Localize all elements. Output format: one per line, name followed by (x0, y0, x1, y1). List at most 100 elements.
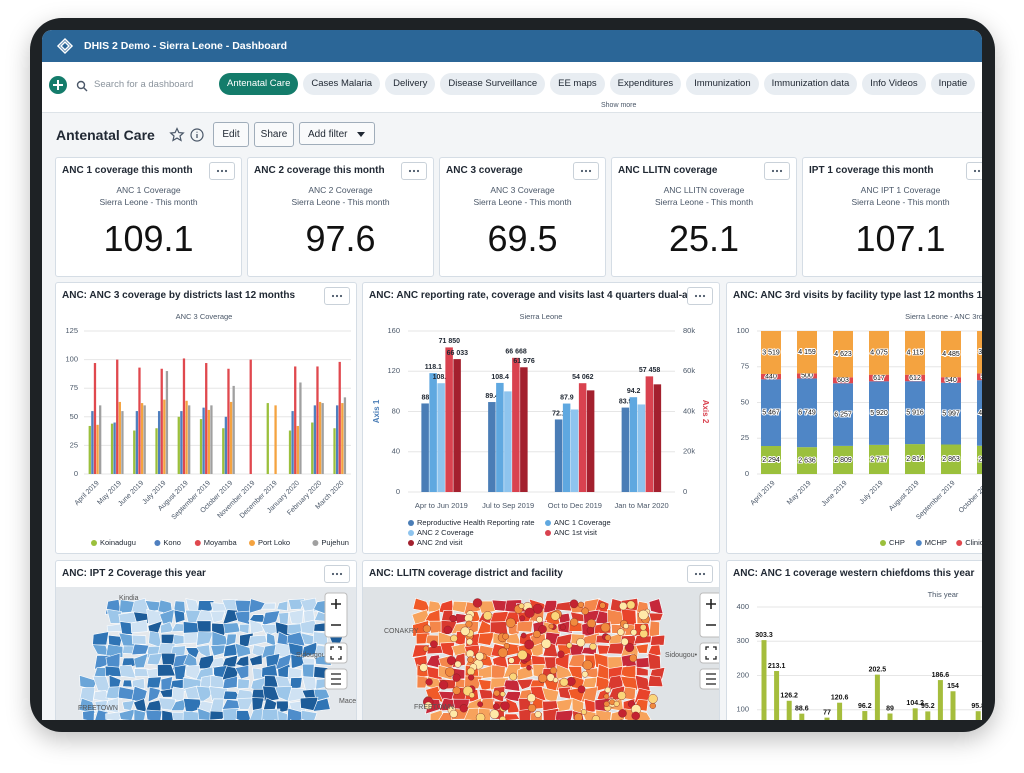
dashboard-chip[interactable]: Info Videos (862, 73, 926, 95)
data-label: 95.8 (971, 703, 982, 710)
data-label: 3 519 (762, 349, 780, 356)
fullscreen-button[interactable] (324, 642, 348, 664)
chart-card: Sierra Leone 0 40 80 120 160 0 20k 40k 60k 80k Axis… (362, 282, 720, 554)
map-place-label: Sidougou• (296, 652, 329, 659)
star-icon[interactable] (169, 127, 185, 142)
map-facility (604, 686, 611, 694)
item-menu-button[interactable] (324, 287, 350, 305)
map-facility (524, 607, 535, 618)
legend-swatch (880, 540, 886, 546)
map-region (147, 686, 162, 703)
bar (121, 411, 124, 474)
menu-dot (412, 169, 416, 173)
dashboard-chip[interactable]: Immunization (686, 73, 759, 95)
data-label: 154 (947, 683, 959, 690)
map-region (416, 675, 430, 689)
y-tick-label: 40 (392, 447, 400, 456)
menu-dot (580, 169, 584, 173)
zoom-box (699, 592, 719, 638)
x-tick-label: October 2019 (958, 480, 982, 515)
bar (824, 717, 830, 720)
item-menu-button[interactable] (966, 162, 982, 180)
info-icon[interactable] (190, 128, 204, 142)
map-facility (466, 638, 473, 646)
bar (249, 359, 252, 474)
map-region (286, 631, 306, 647)
dashboard-chip[interactable]: Cases Malaria (303, 73, 381, 95)
chart-card: ANC 3 Coverage 0 25 50 75 100 125 April 2019 May… (55, 282, 357, 554)
dashboard-chip[interactable]: EE maps (550, 73, 605, 95)
map-region (276, 600, 289, 612)
data-label: 104.2 (906, 700, 924, 707)
map-facility (477, 701, 484, 708)
logo (56, 37, 74, 55)
data-label: 540 (945, 377, 957, 384)
legend-label: CHP (889, 538, 905, 547)
y-tick-label: 25 (741, 433, 749, 442)
map-facility (492, 703, 500, 710)
bar (311, 422, 314, 474)
bar (341, 403, 344, 474)
dashboard-chip[interactable]: Disease Surveillance (440, 73, 546, 95)
bar (291, 411, 294, 474)
map-region (92, 631, 110, 646)
dashboard-chip[interactable]: Expenditures (609, 73, 682, 95)
kpi-subtitle: Sierra Leone - This month (99, 197, 198, 207)
x-tick-label: September 2019 (171, 480, 213, 522)
bar (862, 711, 868, 720)
item-menu-button[interactable] (324, 565, 350, 583)
map-region (195, 685, 214, 704)
data-label: 512 (981, 374, 982, 381)
item-menu-button[interactable] (687, 287, 713, 305)
fullscreen-button[interactable] (699, 642, 719, 664)
zoom-box (324, 592, 348, 638)
map-region (105, 686, 123, 700)
dashboard-chip[interactable]: Immunization data (763, 73, 858, 95)
edit-button[interactable]: Edit (213, 122, 249, 147)
data-label: 83.9 (619, 398, 633, 405)
kpi-card: ANC 2 coverage this month ANC 2 Coverage S… (247, 157, 434, 277)
y-tick-label: 50 (70, 412, 78, 421)
zoom-in[interactable] (331, 599, 341, 609)
search-input[interactable]: Search for a dashboard (94, 79, 194, 90)
bar-segment (869, 374, 889, 382)
map-facility (618, 709, 627, 718)
bar (975, 711, 981, 720)
bar (93, 363, 97, 474)
map-region (210, 644, 226, 657)
map-region (476, 600, 497, 615)
show-more[interactable]: Show more (601, 102, 637, 109)
bar (421, 403, 429, 492)
dashboard-chip[interactable]: Delivery (385, 73, 436, 95)
map-region (277, 710, 288, 720)
item-menu-button[interactable] (764, 162, 790, 180)
bar (562, 403, 571, 492)
dashboard-chip[interactable]: Antenatal Care (219, 73, 299, 95)
menu-dots (973, 169, 982, 173)
bar (488, 402, 496, 492)
add-filter-button[interactable]: Add filter (299, 122, 375, 145)
bar (333, 428, 336, 474)
kpi-title: IPT 1 coverage this month (809, 165, 934, 176)
bar (437, 383, 445, 492)
map-region (173, 609, 186, 624)
kpi-title: ANC 3 coverage (446, 165, 523, 176)
item-menu-button[interactable] (401, 162, 427, 180)
map: Kindia Sidougou• FREETOWN Macen (56, 587, 356, 720)
y-tick-label: 160 (387, 326, 400, 335)
share-button[interactable]: Share (254, 122, 294, 147)
map-region (159, 608, 175, 625)
zoom-in[interactable] (706, 599, 716, 609)
bar (118, 401, 121, 474)
item-menu-button[interactable] (209, 162, 235, 180)
item-menu-button[interactable] (573, 162, 599, 180)
bar (786, 700, 792, 720)
map-region (648, 598, 664, 616)
add-button[interactable] (48, 75, 68, 95)
item-menu-button[interactable] (687, 565, 713, 583)
dashboard-chip[interactable]: Inpatie (930, 73, 976, 95)
map-region (118, 719, 131, 720)
y2-axis-title: Axis 2 (701, 400, 710, 424)
data-label: 126.2 (780, 693, 798, 700)
menu-dot (584, 169, 588, 173)
